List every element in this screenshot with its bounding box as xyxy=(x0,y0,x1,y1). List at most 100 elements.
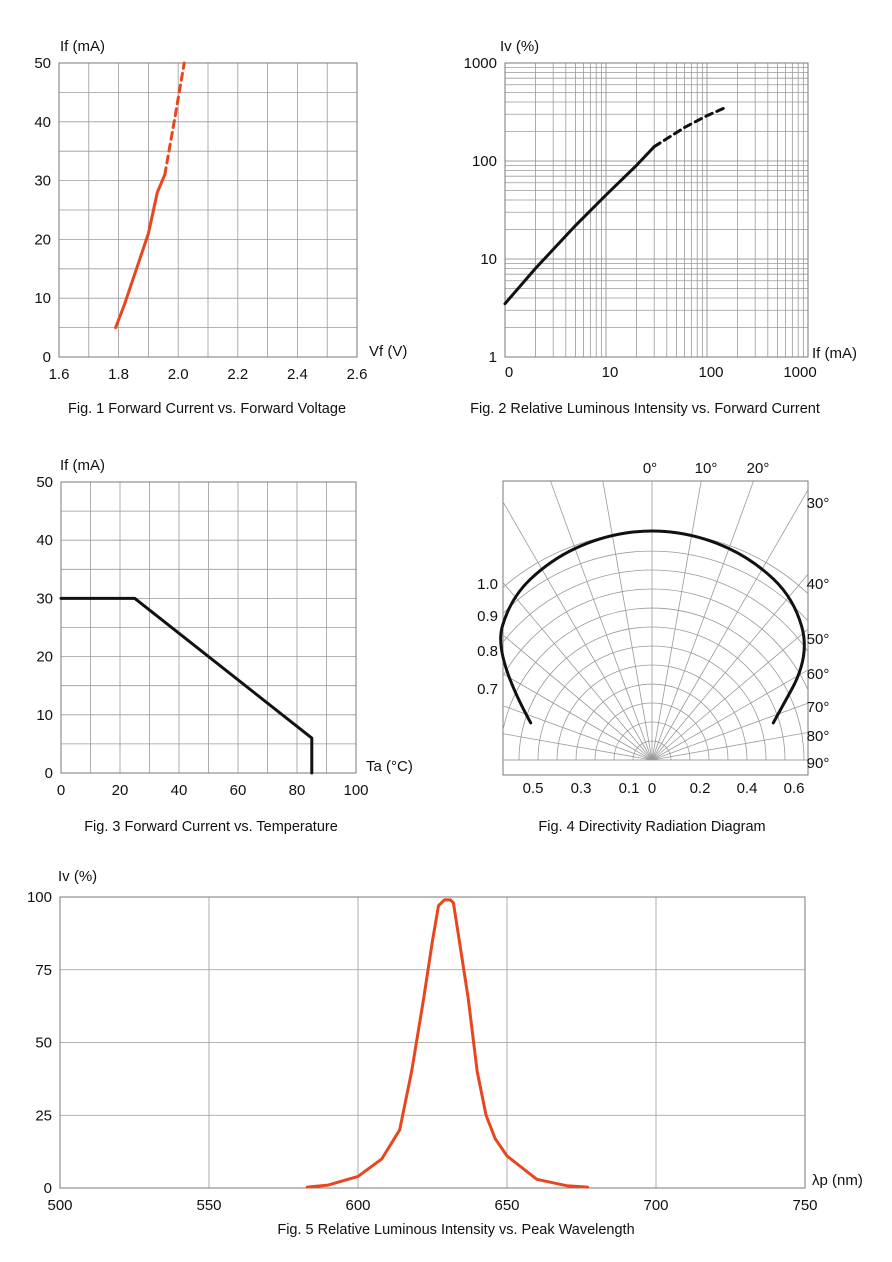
series-line-measured xyxy=(114,173,167,330)
x-tick-label: 20 xyxy=(112,782,129,799)
x-tick-label: 10 xyxy=(602,364,619,381)
polar-spoke xyxy=(503,501,653,761)
x-tick-label: 0 xyxy=(57,782,65,799)
angle-label: 80° xyxy=(807,728,830,745)
x-tick-label: 60 xyxy=(230,782,247,799)
x-tick-label: 600 xyxy=(345,1197,370,1214)
x-tick-label: 100 xyxy=(343,782,368,799)
x-tick-label: 0.3 xyxy=(571,780,592,797)
series-line-extrapolated xyxy=(652,105,730,149)
series-line-extrapolated xyxy=(163,61,186,177)
angle-label: 50° xyxy=(807,631,830,648)
figure-caption: Fig. 1 Forward Current vs. Forward Volta… xyxy=(68,401,346,417)
x-axis-label: Vf (V) xyxy=(369,343,407,360)
polar-spoke xyxy=(651,702,808,761)
y-tick-label: 0 xyxy=(45,765,53,782)
x-tick-label: 2.4 xyxy=(287,366,308,383)
x-tick-label: 1.8 xyxy=(108,366,129,383)
series-line-measured xyxy=(503,145,656,306)
polar-spoke xyxy=(651,573,808,761)
plot-frame xyxy=(60,481,357,774)
figure-caption: Fig. 5 Relative Luminous Intensity vs. P… xyxy=(277,1222,634,1238)
polar-spoke xyxy=(651,628,808,761)
y-tick-label: 30 xyxy=(34,173,51,190)
x-tick-label: 1000 xyxy=(783,364,816,381)
x-axis-label: Ta (°C) xyxy=(366,758,413,775)
y-tick-label: 20 xyxy=(36,649,53,666)
polar-spoke xyxy=(503,673,653,761)
polar-spoke xyxy=(503,705,653,761)
x-tick-label: 0 xyxy=(648,780,656,797)
y-tick-label: 75 xyxy=(35,962,52,979)
x-tick-label: 0.2 xyxy=(690,780,711,797)
x-tick-label: 0.1 xyxy=(619,780,640,797)
polar-spoke xyxy=(651,732,808,761)
polar-spoke xyxy=(550,481,653,761)
polar-spoke xyxy=(651,481,754,761)
x-axis-label: If (mA) xyxy=(812,345,857,362)
polar-spoke xyxy=(503,733,653,761)
y-tick-label: 0 xyxy=(44,1180,52,1197)
x-tick-label: 80 xyxy=(289,782,306,799)
plot-frame xyxy=(59,896,806,1189)
x-tick-label: 650 xyxy=(494,1197,519,1214)
series-line-derating xyxy=(59,596,314,775)
x-tick-label: 550 xyxy=(196,1197,221,1214)
figure-caption: Fig. 3 Forward Current vs. Temperature xyxy=(84,819,338,835)
y-tick-label: 25 xyxy=(35,1107,52,1124)
angle-label: 10° xyxy=(695,460,718,477)
x-tick-label: 0.6 xyxy=(784,780,805,797)
y-tick-label: 100 xyxy=(27,889,52,906)
polar-spoke xyxy=(651,669,808,761)
y-tick-label: 10 xyxy=(34,290,51,307)
angle-label: 0° xyxy=(643,460,657,477)
x-tick-label: 700 xyxy=(643,1197,668,1214)
plot-frame xyxy=(504,62,809,358)
x-tick-label: 100 xyxy=(698,364,723,381)
y-tick-label: 1 xyxy=(489,349,497,366)
y-axis-label: Iv (%) xyxy=(58,868,97,885)
x-tick-label: 1.6 xyxy=(49,366,70,383)
x-tick-label: 40 xyxy=(171,782,188,799)
plot-frame xyxy=(58,62,358,358)
polar-spoke xyxy=(503,634,653,761)
angle-label: 20° xyxy=(747,460,770,477)
fig5-chart: 500 550 600 650 700 750 0 25 50 75 100 Iv (%) λp (nm… xyxy=(27,868,863,1238)
figure-caption: Fig. 2 Relative Luminous Intensity vs. F… xyxy=(470,401,820,417)
radial-label: 0.8 xyxy=(477,643,498,660)
y-axis-label: If (mA) xyxy=(60,38,105,55)
x-tick-label: 750 xyxy=(792,1197,817,1214)
angle-label: 70° xyxy=(807,699,830,716)
radial-label: 1.0 xyxy=(477,576,498,593)
polar-spoke xyxy=(503,581,653,761)
y-tick-label: 50 xyxy=(35,1035,52,1052)
x-tick-label: 2.6 xyxy=(347,366,368,383)
y-tick-label: 30 xyxy=(36,590,53,607)
x-tick-label: 2.0 xyxy=(168,366,189,383)
fig1-chart: 1.6 1.8 2.0 2.2 2.4 2.6 0 10 20 30 40 50 If (mA) Vf (… xyxy=(34,38,407,417)
series-line-pattern xyxy=(499,529,806,725)
x-tick-label: 0 xyxy=(505,364,513,381)
angle-label: 40° xyxy=(807,576,830,593)
fig3-chart: 0 20 40 60 80 100 0 10 20 30 40 50 If (mA) Ta (°C) Fig… xyxy=(36,457,413,835)
radial-label: 0.7 xyxy=(477,681,498,698)
y-tick-label: 1000 xyxy=(464,55,497,72)
y-tick-label: 20 xyxy=(34,231,51,248)
figure-caption: Fig. 4 Directivity Radiation Diagram xyxy=(538,819,765,835)
polar-spoke xyxy=(602,481,653,761)
y-tick-label: 0 xyxy=(43,349,51,366)
angle-label: 90° xyxy=(807,755,830,772)
fig4-chart: 0° 10° 20° 30° 40° 50° 60° 70° 80° 90° 1.0 0.9 0.8 0.… xyxy=(477,460,830,835)
y-tick-label: 10 xyxy=(36,707,53,724)
angle-label: 30° xyxy=(807,495,830,512)
x-tick-label: 0.5 xyxy=(523,780,544,797)
y-axis-label: Iv (%) xyxy=(500,38,539,55)
y-tick-label: 100 xyxy=(472,153,497,170)
radial-label: 0.9 xyxy=(477,608,498,625)
polar-spoke xyxy=(651,489,808,761)
x-tick-label: 0.4 xyxy=(737,780,758,797)
x-tick-label: 500 xyxy=(47,1197,72,1214)
polar-spoke xyxy=(651,481,702,761)
